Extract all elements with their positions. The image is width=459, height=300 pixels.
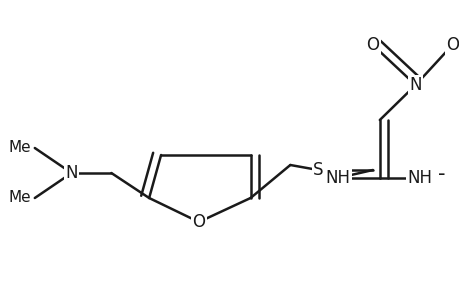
Text: O: O (445, 36, 458, 54)
Text: Me: Me (8, 140, 31, 155)
Text: O: O (365, 36, 379, 54)
Text: NH: NH (325, 169, 350, 187)
Text: S: S (312, 161, 323, 179)
Text: N: N (409, 76, 421, 94)
Text: O: O (192, 213, 205, 231)
Text: N: N (65, 164, 78, 182)
Text: -: - (437, 164, 444, 184)
Text: NH: NH (406, 169, 431, 187)
Text: Me: Me (8, 190, 31, 206)
